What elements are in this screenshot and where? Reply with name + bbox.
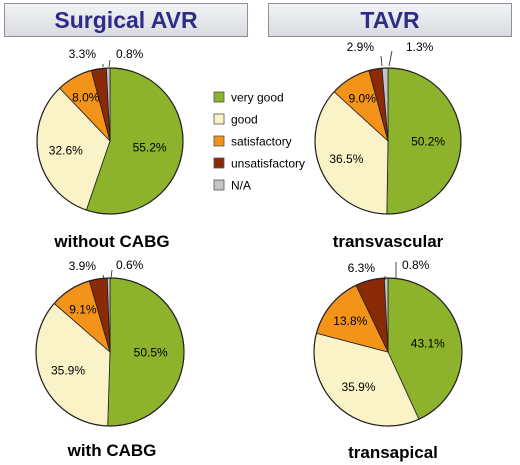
slice-value-label: 35.9% [51,363,85,377]
pie-outline [35,277,185,427]
slice-value-label: 50.5% [134,346,168,360]
legend-label: good [231,113,258,127]
slice-value-label: 9.1% [69,303,97,317]
slice-value-label: 43.1% [411,336,445,350]
slice-value-label: 1.3% [406,40,434,54]
legend-label: very good [231,91,284,105]
legend-swatch [213,179,225,191]
slice-value-label: 13.8% [333,314,367,328]
slice-value-label: 3.9% [69,259,97,273]
slice-value-label: 0.8% [402,258,430,272]
slice-value-label: 35.9% [341,380,375,394]
leader-line [388,50,393,67]
legend-swatch [213,157,225,169]
pie-caption: transvascular [333,232,444,251]
leader-line [108,59,111,68]
slice-value-label: 0.6% [116,258,144,272]
legend-label: satisfactory [231,135,292,149]
legend: very good good satisfactory unsatisfactory N… [213,91,305,193]
slice-value-label: 55.2% [133,141,167,155]
legend-swatch [213,135,225,147]
leader-line [110,269,113,279]
slice-value-label: 8.0% [72,91,100,105]
slice-value-label: 36.5% [329,152,363,166]
leader-line [380,55,383,67]
slice-value-label: 2.9% [347,40,375,54]
legend-label: N/A [231,179,251,193]
pie-caption: without CABG [53,232,169,251]
pie-chart-transapical: 43.1% 35.9% 13.8% 6.3% 0.8% transapical [313,258,463,462]
slice-value-label: 32.6% [49,144,83,158]
legend-swatch [213,91,225,103]
pie-chart-without-cabg: 55.2% 32.6% 8.0% 3.3% 0.8% without CABG [36,47,184,251]
leader-line [102,274,105,280]
pie-chart-transvascular: 50.2% 36.5% 9.0% 2.9% 1.3% transvascular [314,40,462,251]
legend-swatch [213,113,225,125]
pie-caption: transapical [348,443,438,462]
tavr-header: TAVR [268,3,512,37]
legend-label: unsatisfactory [231,157,305,171]
pie-outline [313,277,463,427]
surgical-avr-header: Surgical AVR [4,3,248,37]
slice-value-label: 6.3% [348,261,376,275]
slice-value-label: 0.8% [116,47,144,61]
slice-value-label: 9.0% [349,92,377,106]
pie-outline [314,67,462,215]
slice-value-label: 3.3% [69,47,97,61]
pie-caption: with CABG [67,441,157,460]
pie-outline [36,67,184,215]
pie-chart-with-cabg: 50.5% 35.9% 9.1% 3.9% 0.6% with CABG [35,258,185,460]
slice-value-label: 50.2% [411,134,445,148]
